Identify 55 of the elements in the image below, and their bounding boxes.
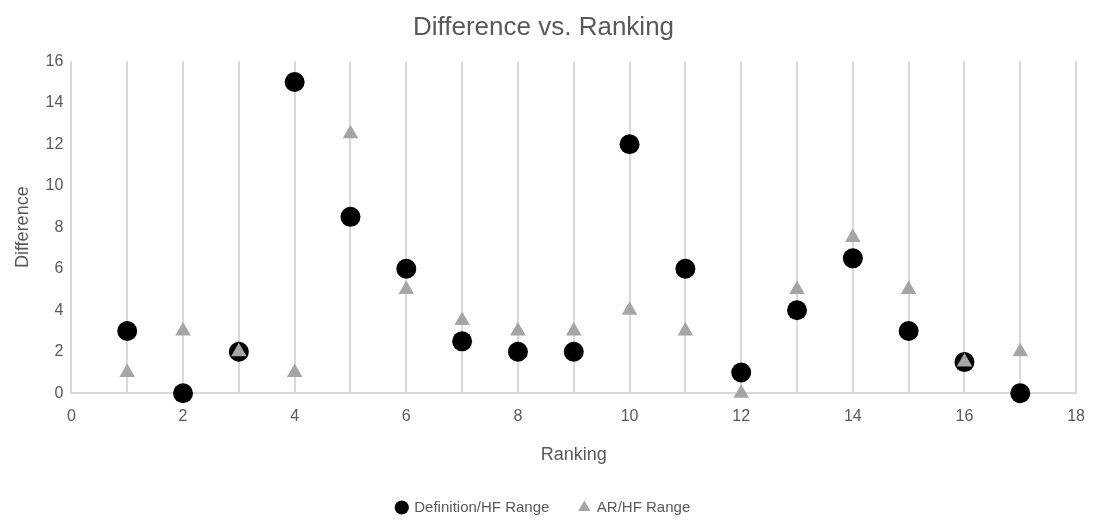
x-tick-label: 12: [732, 407, 751, 425]
point: [173, 383, 194, 404]
point: [286, 363, 303, 377]
legend-label: AR/HF Range: [596, 497, 691, 515]
point: [119, 363, 136, 377]
x-tick-label: 10: [620, 407, 639, 425]
point: [342, 124, 359, 139]
y-tick-label: 8: [54, 217, 64, 235]
point: [510, 321, 526, 336]
x-tick-label: 18: [1067, 407, 1086, 425]
point: [565, 321, 582, 336]
point: [842, 248, 863, 269]
x-tick-label: 2: [178, 407, 188, 425]
point: [956, 353, 973, 367]
y-tick-label: 14: [45, 93, 64, 111]
point: [733, 384, 749, 398]
y-tick-label: 10: [45, 176, 64, 194]
point: [789, 280, 805, 294]
point: [1010, 383, 1031, 404]
point: [452, 331, 473, 352]
point: [900, 280, 917, 294]
point: [563, 341, 584, 362]
y-tick-label: 4: [54, 300, 64, 318]
x-tick-label: 0: [66, 407, 76, 425]
point: [284, 71, 305, 92]
point: [621, 301, 638, 315]
point: [454, 311, 470, 326]
legend-label: Definition/HF Range: [414, 497, 550, 515]
point: [898, 320, 919, 341]
y-tick-label: 16: [45, 51, 64, 69]
point: [787, 300, 808, 321]
x-tick-label: 8: [513, 407, 523, 425]
point: [175, 321, 191, 336]
point: [619, 134, 640, 155]
point: [677, 321, 694, 336]
y-tick-label: 6: [54, 259, 64, 277]
point: [675, 258, 696, 279]
point: [398, 280, 415, 294]
y-tick-label: 12: [45, 134, 64, 152]
point: [117, 320, 138, 341]
point: [507, 341, 528, 362]
x-tick-label: 4: [290, 407, 300, 425]
x-tick-label: 14: [843, 407, 862, 425]
point: [396, 258, 417, 279]
point: [1012, 342, 1029, 357]
x-tick-label: 16: [955, 407, 974, 425]
y-axis-title: Difference: [11, 186, 32, 269]
point: [340, 206, 361, 227]
point: [731, 362, 752, 383]
chart-title: Difference vs. Ranking: [412, 10, 675, 41]
x-axis-title: Ranking: [540, 444, 607, 465]
y-tick-label: 0: [54, 383, 64, 401]
x-tick-label: 6: [401, 407, 411, 425]
point: [845, 228, 861, 243]
y-tick-label: 2: [54, 342, 64, 360]
